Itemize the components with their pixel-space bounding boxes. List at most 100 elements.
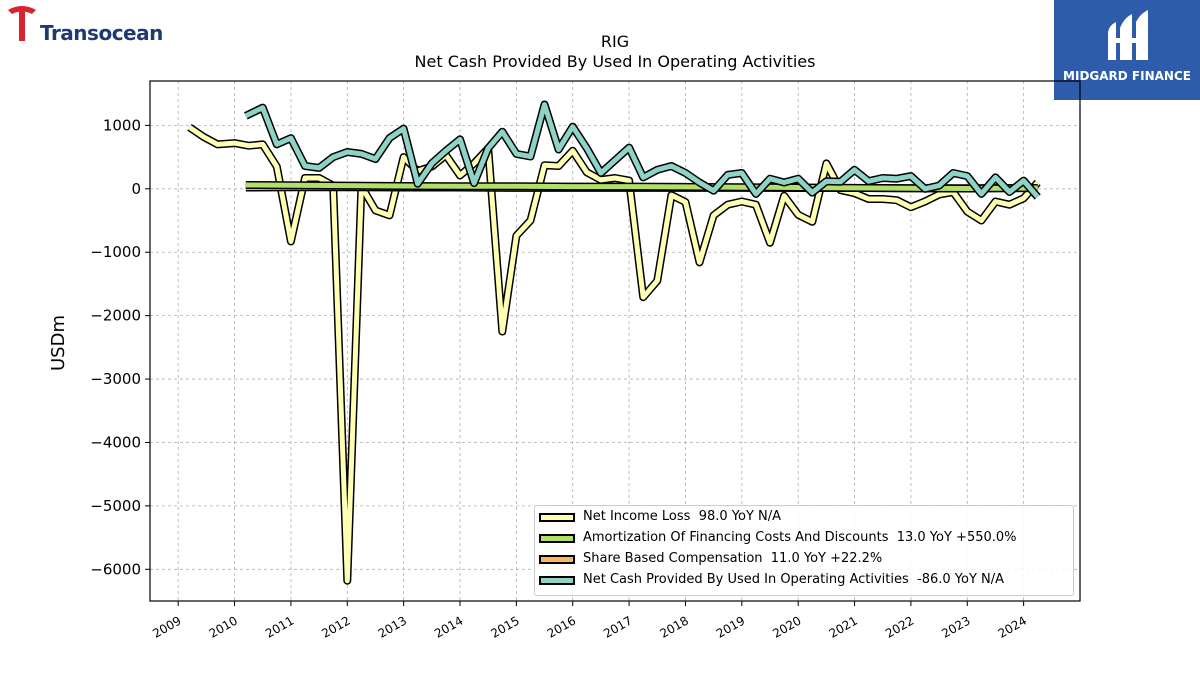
legend-swatch-share-based-comp [539, 555, 575, 564]
data-point-net-cash [967, 176, 968, 177]
data-point-net-cash [586, 148, 587, 149]
y-tick-label: −6000 [90, 560, 141, 578]
data-point-net-income [784, 195, 785, 196]
data-point-net-income [474, 163, 475, 164]
data-point-net-cash [544, 104, 545, 105]
legend-item-net-income: Net Income Loss 98.0 YoY N/A [535, 508, 1073, 528]
data-point-net-cash [727, 174, 728, 175]
y-tick-label: −2000 [90, 307, 141, 325]
legend-label-net-income: Net Income Loss 98.0 YoY N/A [583, 509, 782, 524]
legend-item-net-cash: Net Cash Provided By Used In Operating A… [535, 571, 1073, 591]
data-point-net-income [699, 262, 700, 263]
data-point-net-cash [629, 147, 630, 148]
data-point-net-cash [699, 182, 700, 183]
data-point-net-cash [685, 173, 686, 174]
data-point-net-cash [770, 178, 771, 179]
data-point-amortization [685, 186, 686, 187]
data-point-net-cash [868, 181, 869, 182]
data-point-net-income [981, 220, 982, 221]
plot-frame [149, 80, 1081, 602]
data-point-net-income [967, 211, 968, 212]
data-point-amortization [403, 186, 404, 187]
data-point-net-cash [882, 178, 883, 179]
data-point-net-income [755, 204, 756, 205]
data-point-net-cash [276, 144, 277, 145]
data-point-amortization [572, 186, 573, 187]
data-point-net-cash [389, 138, 390, 139]
data-point-net-cash [755, 193, 756, 194]
transocean-logo-text: Transocean [40, 21, 163, 45]
data-point-amortization [741, 187, 742, 188]
data-point-net-income [995, 201, 996, 202]
data-point-net-income [925, 201, 926, 202]
data-point-net-cash [600, 173, 601, 174]
data-point-net-income [600, 179, 601, 180]
data-point-net-income [319, 178, 320, 179]
data-point-net-cash [319, 167, 320, 168]
data-point-net-cash [925, 188, 926, 189]
x-tick-label: 2011 [263, 613, 296, 640]
data-point-net-cash [431, 163, 432, 164]
data-point-net-cash [516, 153, 517, 154]
data-point-net-income [896, 200, 897, 201]
data-point-net-income [657, 280, 658, 281]
x-tick-label: 2014 [432, 613, 465, 640]
x-tick-label: 2022 [883, 613, 916, 640]
data-point-net-cash [840, 181, 841, 182]
data-point-net-income [460, 175, 461, 176]
data-point-net-income [502, 331, 503, 332]
data-point-net-cash [939, 185, 940, 186]
chart-title: RIG [600, 32, 630, 51]
data-point-amortization [290, 185, 291, 186]
data-point-net-cash [953, 173, 954, 174]
data-point-amortization [910, 188, 911, 189]
data-point-net-cash [290, 138, 291, 139]
data-point-net-cash [347, 152, 348, 153]
data-point-net-cash [474, 183, 475, 184]
data-point-net-cash [530, 156, 531, 157]
data-point-net-income [234, 143, 235, 144]
data-point-net-income [572, 150, 573, 151]
series-lines [187, 100, 1041, 585]
data-point-net-income [1009, 204, 1010, 205]
data-point-net-cash [502, 131, 503, 132]
data-point-net-income [770, 242, 771, 243]
y-tick-label: −4000 [90, 433, 141, 451]
data-point-amortization [967, 188, 968, 189]
data-point-net-cash [445, 150, 446, 151]
x-tick-label: 2023 [939, 613, 972, 640]
data-point-net-cash [981, 193, 982, 194]
data-point-net-cash [657, 169, 658, 170]
data-point-net-cash [572, 126, 573, 127]
x-tick-label: 2021 [827, 613, 860, 640]
x-tick-label: 2024 [996, 613, 1029, 640]
data-point-net-income [189, 127, 190, 128]
data-point-net-income [629, 180, 630, 181]
data-point-amortization [854, 187, 855, 188]
data-point-net-cash [826, 181, 827, 182]
data-point-net-income [643, 297, 644, 298]
data-point-net-income [290, 241, 291, 242]
data-point-net-income [671, 195, 672, 196]
data-point-net-cash [798, 178, 799, 179]
legend-swatch-net-income [539, 513, 575, 522]
data-point-net-income [586, 172, 587, 173]
data-point-net-income [685, 202, 686, 203]
data-point-net-income [217, 144, 218, 145]
x-tick-label: 2020 [770, 613, 803, 640]
data-point-net-cash [488, 148, 489, 149]
y-tick-label: 0 [131, 180, 141, 198]
data-point-net-income [910, 207, 911, 208]
data-point-net-income [1023, 198, 1024, 199]
legend-item-share-based-comp: Share Based Compensation 11.0 YoY +22.2% [535, 550, 1073, 570]
x-tick-label: 2019 [714, 613, 747, 640]
data-point-net-income [713, 215, 714, 216]
data-point-amortization [245, 185, 246, 186]
data-point-net-income [544, 165, 545, 166]
midgard-emblem-icon [1108, 10, 1148, 60]
legend-swatch-amortization [539, 534, 575, 543]
data-point-net-cash [417, 183, 418, 184]
data-point-net-income [868, 199, 869, 200]
data-point-net-cash [910, 176, 911, 177]
legend: Net Income Loss 98.0 YoY N/A Amortizatio… [534, 505, 1074, 596]
